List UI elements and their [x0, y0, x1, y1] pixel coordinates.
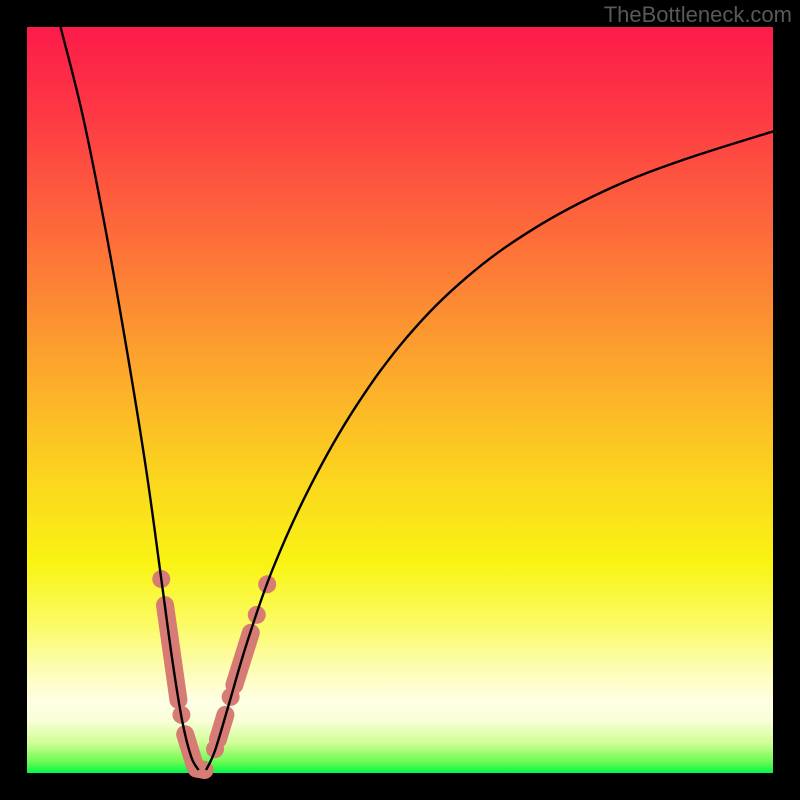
- plot-area: [27, 27, 773, 773]
- data-markers: [152, 570, 276, 770]
- watermark-text: TheBottleneck.com: [604, 2, 792, 28]
- chart-frame: TheBottleneck.com: [0, 0, 800, 800]
- right-curve: [206, 131, 773, 770]
- curves-layer: [27, 27, 773, 773]
